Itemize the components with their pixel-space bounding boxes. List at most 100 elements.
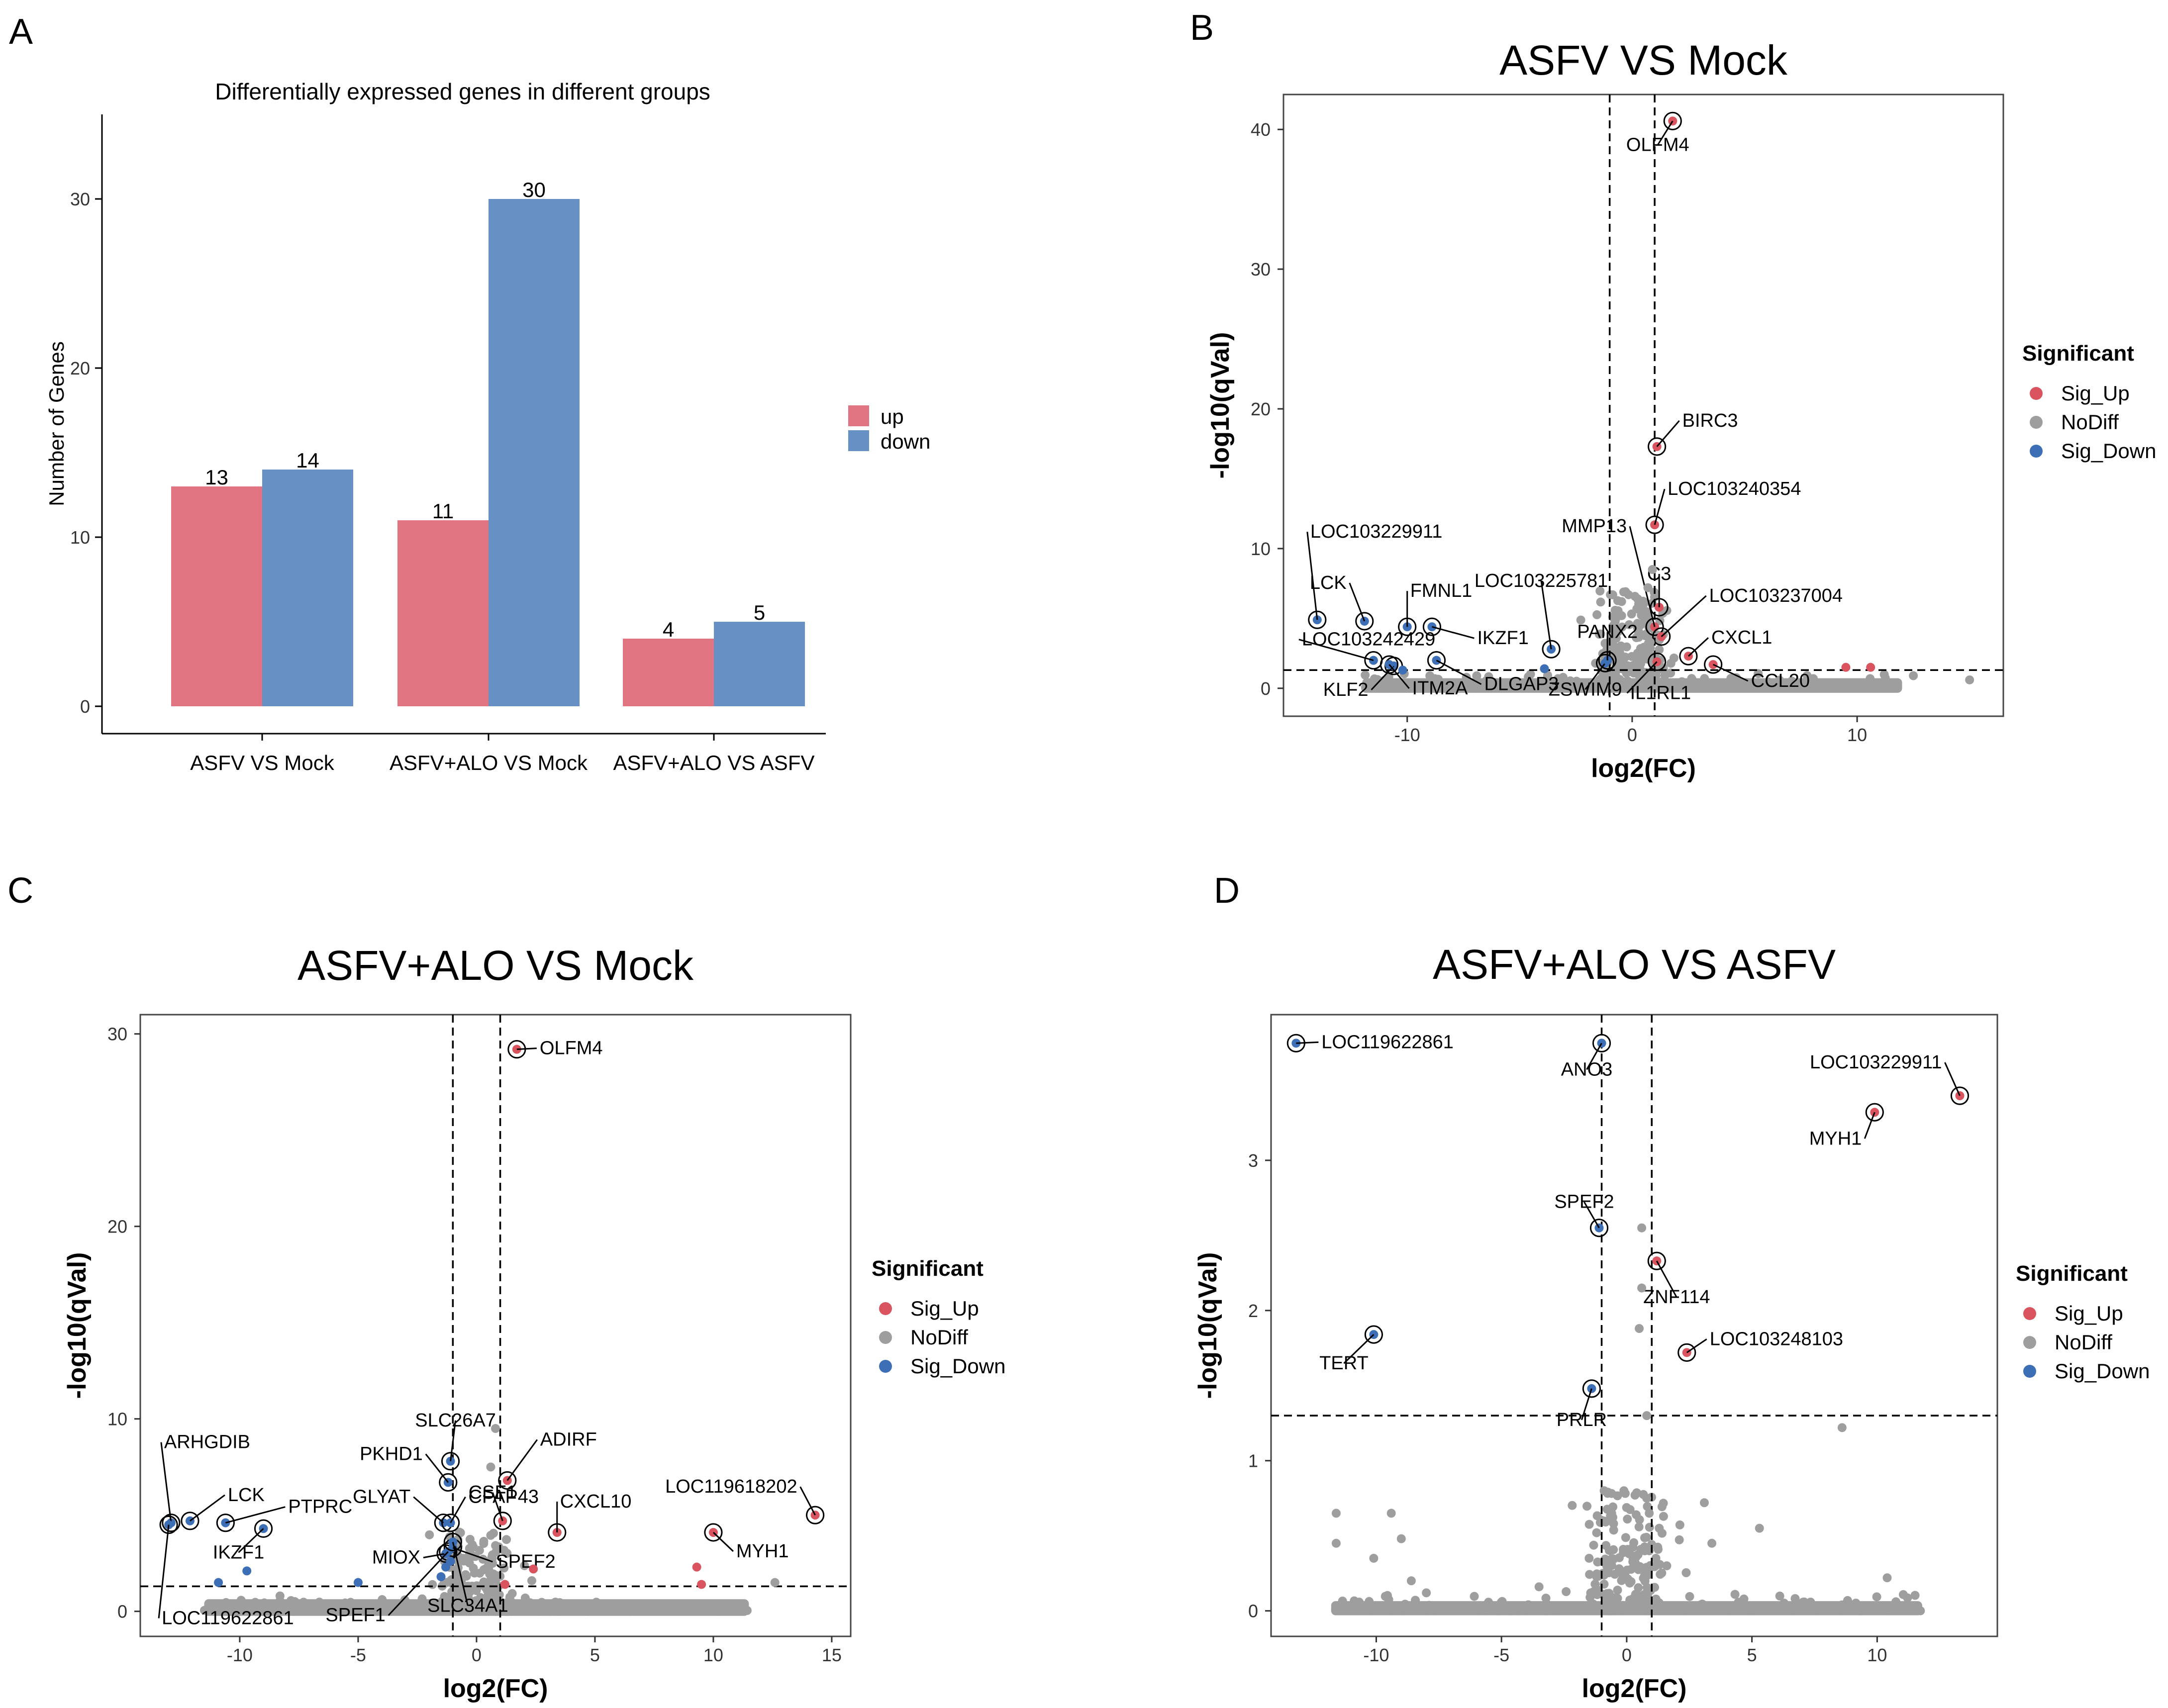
gene-label-loc103237004: LOC103237004 [1709, 585, 1843, 606]
label-leader-line [1388, 664, 1410, 689]
nodiff-point [472, 1586, 481, 1595]
gene-label-lck: LCK [1310, 572, 1347, 593]
nodiff-point [1589, 1540, 1598, 1550]
gene-label-adirf: ADIRF [540, 1429, 597, 1450]
point-nodiff [1662, 1561, 1672, 1571]
nodiff-point [1879, 670, 1889, 679]
point-nodiff [1584, 1553, 1594, 1563]
label-leader-line [1713, 664, 1749, 682]
legend-swatch [2023, 1365, 2036, 1378]
nodiff-point [442, 1578, 451, 1587]
gene-label-zswim9: ZSWIM9 [1549, 679, 1622, 700]
nodiff-point [1636, 1544, 1646, 1554]
legend-down-label: down [881, 430, 930, 453]
nodiff-point [1592, 1572, 1601, 1582]
highlight-ring [441, 1452, 460, 1471]
label-leader-line [1586, 1043, 1602, 1070]
significance-legend: Significant Sig_Up NoDiff Sig_Down [2022, 341, 2156, 463]
nodiff-point [457, 1577, 466, 1587]
legend-swatch [2030, 387, 2043, 400]
nodiff-point [481, 1583, 491, 1593]
y-tick-label: 30 [1251, 259, 1271, 280]
nodiff-point [1675, 1520, 1684, 1529]
y-tick-label: 3 [1248, 1150, 1258, 1171]
point-up [697, 1580, 706, 1589]
bar-value-label: 13 [205, 466, 228, 489]
nodiff-point [1655, 645, 1664, 655]
legend-title: Significant [872, 1256, 984, 1281]
highlight-ring [254, 1519, 273, 1538]
panel-label-d: D [1214, 871, 1240, 911]
gene-label-loc119618202: LOC119618202 [665, 1476, 797, 1497]
point-nodiff [1607, 1509, 1616, 1518]
point-up [529, 1564, 538, 1574]
point-nodiff [1655, 1523, 1664, 1533]
legend-swatch [879, 1331, 892, 1344]
point-nodiff [275, 1591, 285, 1601]
gene-label-znf114: ZNF114 [1643, 1287, 1710, 1308]
gene-label-arhgdib: ARHGDIB [164, 1432, 250, 1453]
nodiff-point [1472, 671, 1481, 680]
label-leader-line [506, 1439, 538, 1481]
label-leader-line [452, 1542, 469, 1606]
highlight-ring [1582, 1379, 1601, 1398]
gene-label-cxcl1: CXCL1 [1711, 627, 1773, 648]
label-leader-line [1661, 595, 1707, 637]
point-nodiff [486, 1462, 495, 1472]
label-leader-line [516, 1047, 537, 1050]
gene-label-loc103240354: LOC103240354 [1668, 478, 1801, 499]
bar-legend: up down [848, 405, 930, 453]
nodiff-point [1635, 1515, 1644, 1524]
nodiff-point [1629, 1551, 1639, 1561]
label-leader-line [1626, 661, 1658, 694]
legend-up-swatch [848, 405, 869, 426]
legend-swatch [2030, 416, 2043, 429]
nodiff-point [1629, 1538, 1639, 1547]
gene-label-loc103229911: LOC103229911 [1810, 1052, 1942, 1073]
bar-value-label: 11 [432, 499, 454, 523]
gene-label-itm2a: ITM2A [1412, 678, 1469, 699]
highlight-ring [181, 1512, 199, 1530]
y-tick-label: 0 [1248, 1601, 1258, 1621]
point-nodiff [1386, 1509, 1396, 1518]
gene-label-loc103248103: LOC103248103 [1710, 1328, 1843, 1349]
point-nodiff [1641, 607, 1651, 616]
nodiff-point [1910, 1591, 1920, 1600]
bar-y-tick-label: 30 [70, 189, 90, 209]
bar-category-label: ASFV+ALO VS ASFV [613, 751, 814, 774]
gene-label-loc119622861: LOC119622861 [162, 1608, 294, 1629]
nodiff-point [1609, 1545, 1618, 1554]
gene-label-miox: MIOX [372, 1547, 420, 1568]
gene-label-lck: LCK [228, 1485, 265, 1506]
nodiff-point [1624, 620, 1634, 629]
gene-label-panx2: PANX2 [1577, 622, 1638, 643]
label-leader-line [1580, 1388, 1592, 1421]
nodiff-point [494, 1590, 504, 1600]
label-leader-line [1654, 488, 1666, 525]
label-leader-line [190, 1494, 225, 1522]
bar-category-label: ASFV+ALO VS Mock [390, 751, 588, 774]
nodiff-cloud [1331, 1486, 1925, 1615]
nodiff-point [1582, 1502, 1592, 1511]
label-leader-line [1540, 580, 1552, 650]
highlight-ring [436, 1544, 455, 1563]
label-leader-line [1298, 639, 1374, 662]
nodiff-point [481, 1564, 491, 1573]
legend-swatch [2023, 1336, 2036, 1349]
nodiff-point [488, 1550, 497, 1560]
highlight-ring [1308, 610, 1327, 629]
nodiff-point [1607, 1554, 1617, 1563]
nodiff-point [470, 1568, 479, 1578]
volcano-title: ASFV+ALO VS Mock [297, 942, 694, 989]
highlight-ring [439, 1473, 458, 1492]
nodiff-point [1632, 1488, 1642, 1498]
point-nodiff [1707, 1538, 1717, 1548]
highlight-ring [1592, 1034, 1611, 1052]
nodiff-point [1621, 1546, 1630, 1556]
gene-label-pkhd1: PKHD1 [360, 1443, 423, 1464]
nodiff-point [1669, 654, 1678, 663]
point-nodiff [1331, 1509, 1341, 1518]
nodiff-point [1681, 1568, 1691, 1578]
nodiff-point [1606, 590, 1615, 599]
x-tick-label: -10 [1363, 1645, 1389, 1665]
